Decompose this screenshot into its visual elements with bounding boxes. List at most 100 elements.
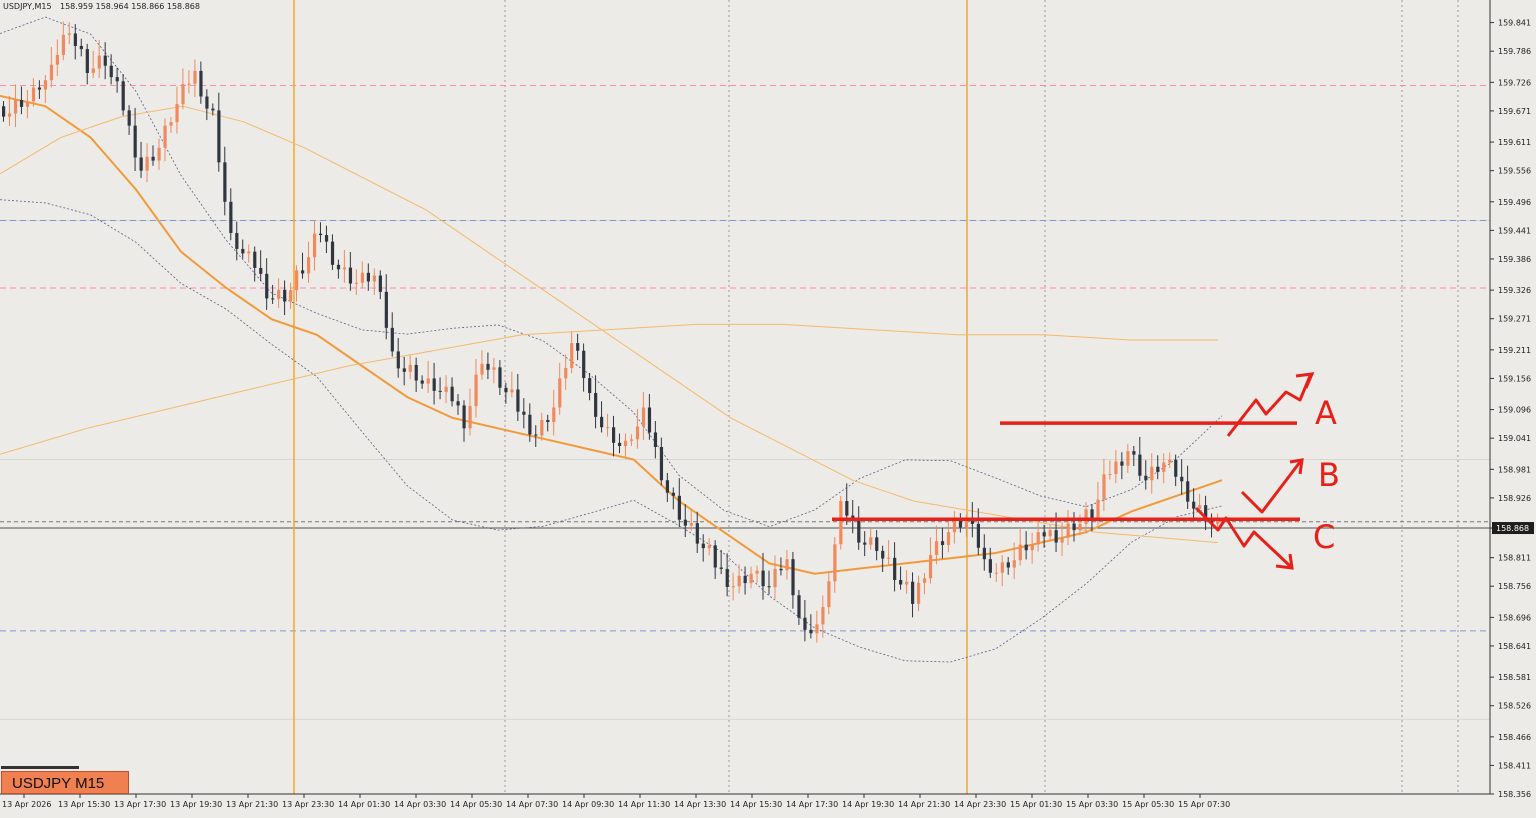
time-tick-label: 13 Apr 2026 xyxy=(2,800,51,809)
candle-body xyxy=(1120,461,1124,466)
candle-body xyxy=(761,570,765,587)
current-price-box xyxy=(1492,522,1534,535)
arrow-a xyxy=(1226,375,1312,437)
candle-body xyxy=(994,572,998,574)
time-tick-label: 15 Apr 05:30 xyxy=(1122,800,1174,809)
price-tick-label: 159.211 xyxy=(1498,346,1531,355)
candle-body xyxy=(1084,509,1088,524)
candle-body xyxy=(677,495,681,520)
candle-body xyxy=(1174,459,1178,477)
candle-body xyxy=(719,567,723,569)
candle-body xyxy=(480,363,484,375)
candle-body xyxy=(522,411,526,415)
candle-body xyxy=(899,579,903,585)
candle-body xyxy=(85,49,89,73)
candle-body xyxy=(295,270,299,291)
candle-body xyxy=(629,439,634,441)
time-tick-label: 14 Apr 05:30 xyxy=(450,800,502,809)
candle-body xyxy=(1072,523,1076,531)
candle-body xyxy=(1048,530,1052,537)
time-tick-label: 15 Apr 01:30 xyxy=(1010,800,1062,809)
candle-body xyxy=(330,241,335,265)
candle-body xyxy=(785,559,789,571)
candle-body xyxy=(324,235,329,242)
candle-body xyxy=(97,55,101,69)
time-tick-label: 13 Apr 23:30 xyxy=(282,800,334,809)
candle-body xyxy=(109,65,113,78)
candle-body xyxy=(1162,462,1166,472)
candle-body xyxy=(815,624,819,634)
band-upper xyxy=(0,16,1223,528)
candle-body xyxy=(534,434,538,436)
candle-body xyxy=(570,343,574,369)
candle-body xyxy=(2,106,6,117)
candle-body xyxy=(277,289,281,299)
candle-body xyxy=(456,401,460,406)
time-tick-label: 14 Apr 01:30 xyxy=(338,800,390,809)
price-tick-label: 159.556 xyxy=(1498,167,1531,176)
candle-body xyxy=(791,559,795,596)
candle-body xyxy=(546,419,550,423)
candle-body xyxy=(1114,461,1118,475)
time-tick-label: 14 Apr 17:30 xyxy=(786,800,838,809)
candle-body xyxy=(540,419,544,436)
price-tick-label: 159.671 xyxy=(1498,107,1531,116)
candle-body xyxy=(922,578,927,583)
drawn-annotations: ABC xyxy=(832,372,1340,570)
price-tick-label: 159.096 xyxy=(1498,406,1531,415)
candle-body xyxy=(606,427,610,429)
candle-body xyxy=(689,523,693,526)
candle-body xyxy=(875,537,879,551)
price-tick-label: 159.326 xyxy=(1498,286,1531,295)
candle-body xyxy=(1144,475,1148,481)
band-lower xyxy=(0,199,1223,663)
candle-body xyxy=(1024,544,1028,551)
candle-body xyxy=(342,267,347,270)
time-tick-label: 14 Apr 21:30 xyxy=(898,800,950,809)
candle-body xyxy=(1060,537,1064,543)
candle-body xyxy=(952,520,957,533)
candle-body xyxy=(893,557,897,580)
candle-body xyxy=(839,501,843,545)
candle-body xyxy=(289,290,293,302)
candle-body xyxy=(701,543,705,549)
candle-body xyxy=(1000,562,1004,573)
candle-body xyxy=(976,523,981,548)
price-tick-label: 158.926 xyxy=(1498,494,1531,503)
candle-body xyxy=(516,389,520,412)
candle-body xyxy=(564,368,568,379)
candle-body xyxy=(737,575,741,587)
bollinger-bands xyxy=(0,16,1223,663)
current-price-label: 158.868 xyxy=(1496,524,1529,533)
candle-body xyxy=(187,83,191,85)
candle-body xyxy=(492,367,496,370)
candle-body xyxy=(73,33,77,46)
candle-body xyxy=(671,492,676,496)
candle-body xyxy=(139,157,143,171)
ma-fast-line xyxy=(0,94,1223,575)
candle-body xyxy=(253,251,257,268)
candle-body xyxy=(1180,476,1184,482)
candle-body xyxy=(600,416,604,428)
candle-body xyxy=(1192,501,1196,509)
annotation-label-b: B xyxy=(1318,456,1340,494)
candle-body xyxy=(223,162,227,202)
time-tick-label: 14 Apr 15:30 xyxy=(730,800,782,809)
candle-body xyxy=(426,378,430,384)
candle-body xyxy=(175,104,179,123)
candle-body xyxy=(1054,530,1058,543)
candle-body xyxy=(372,275,376,282)
candle-body xyxy=(617,442,622,446)
candle-body xyxy=(1186,481,1190,502)
candle-body xyxy=(1132,451,1136,455)
candle-body xyxy=(576,343,580,351)
price-tick-label: 159.726 xyxy=(1498,78,1531,87)
candle-body xyxy=(749,573,753,584)
candle-body xyxy=(91,68,95,73)
candle-body xyxy=(1096,499,1100,518)
price-tick-label: 159.611 xyxy=(1498,138,1531,147)
candle-body xyxy=(934,541,939,556)
candle-body xyxy=(707,545,711,549)
arrow-b xyxy=(1240,461,1302,514)
